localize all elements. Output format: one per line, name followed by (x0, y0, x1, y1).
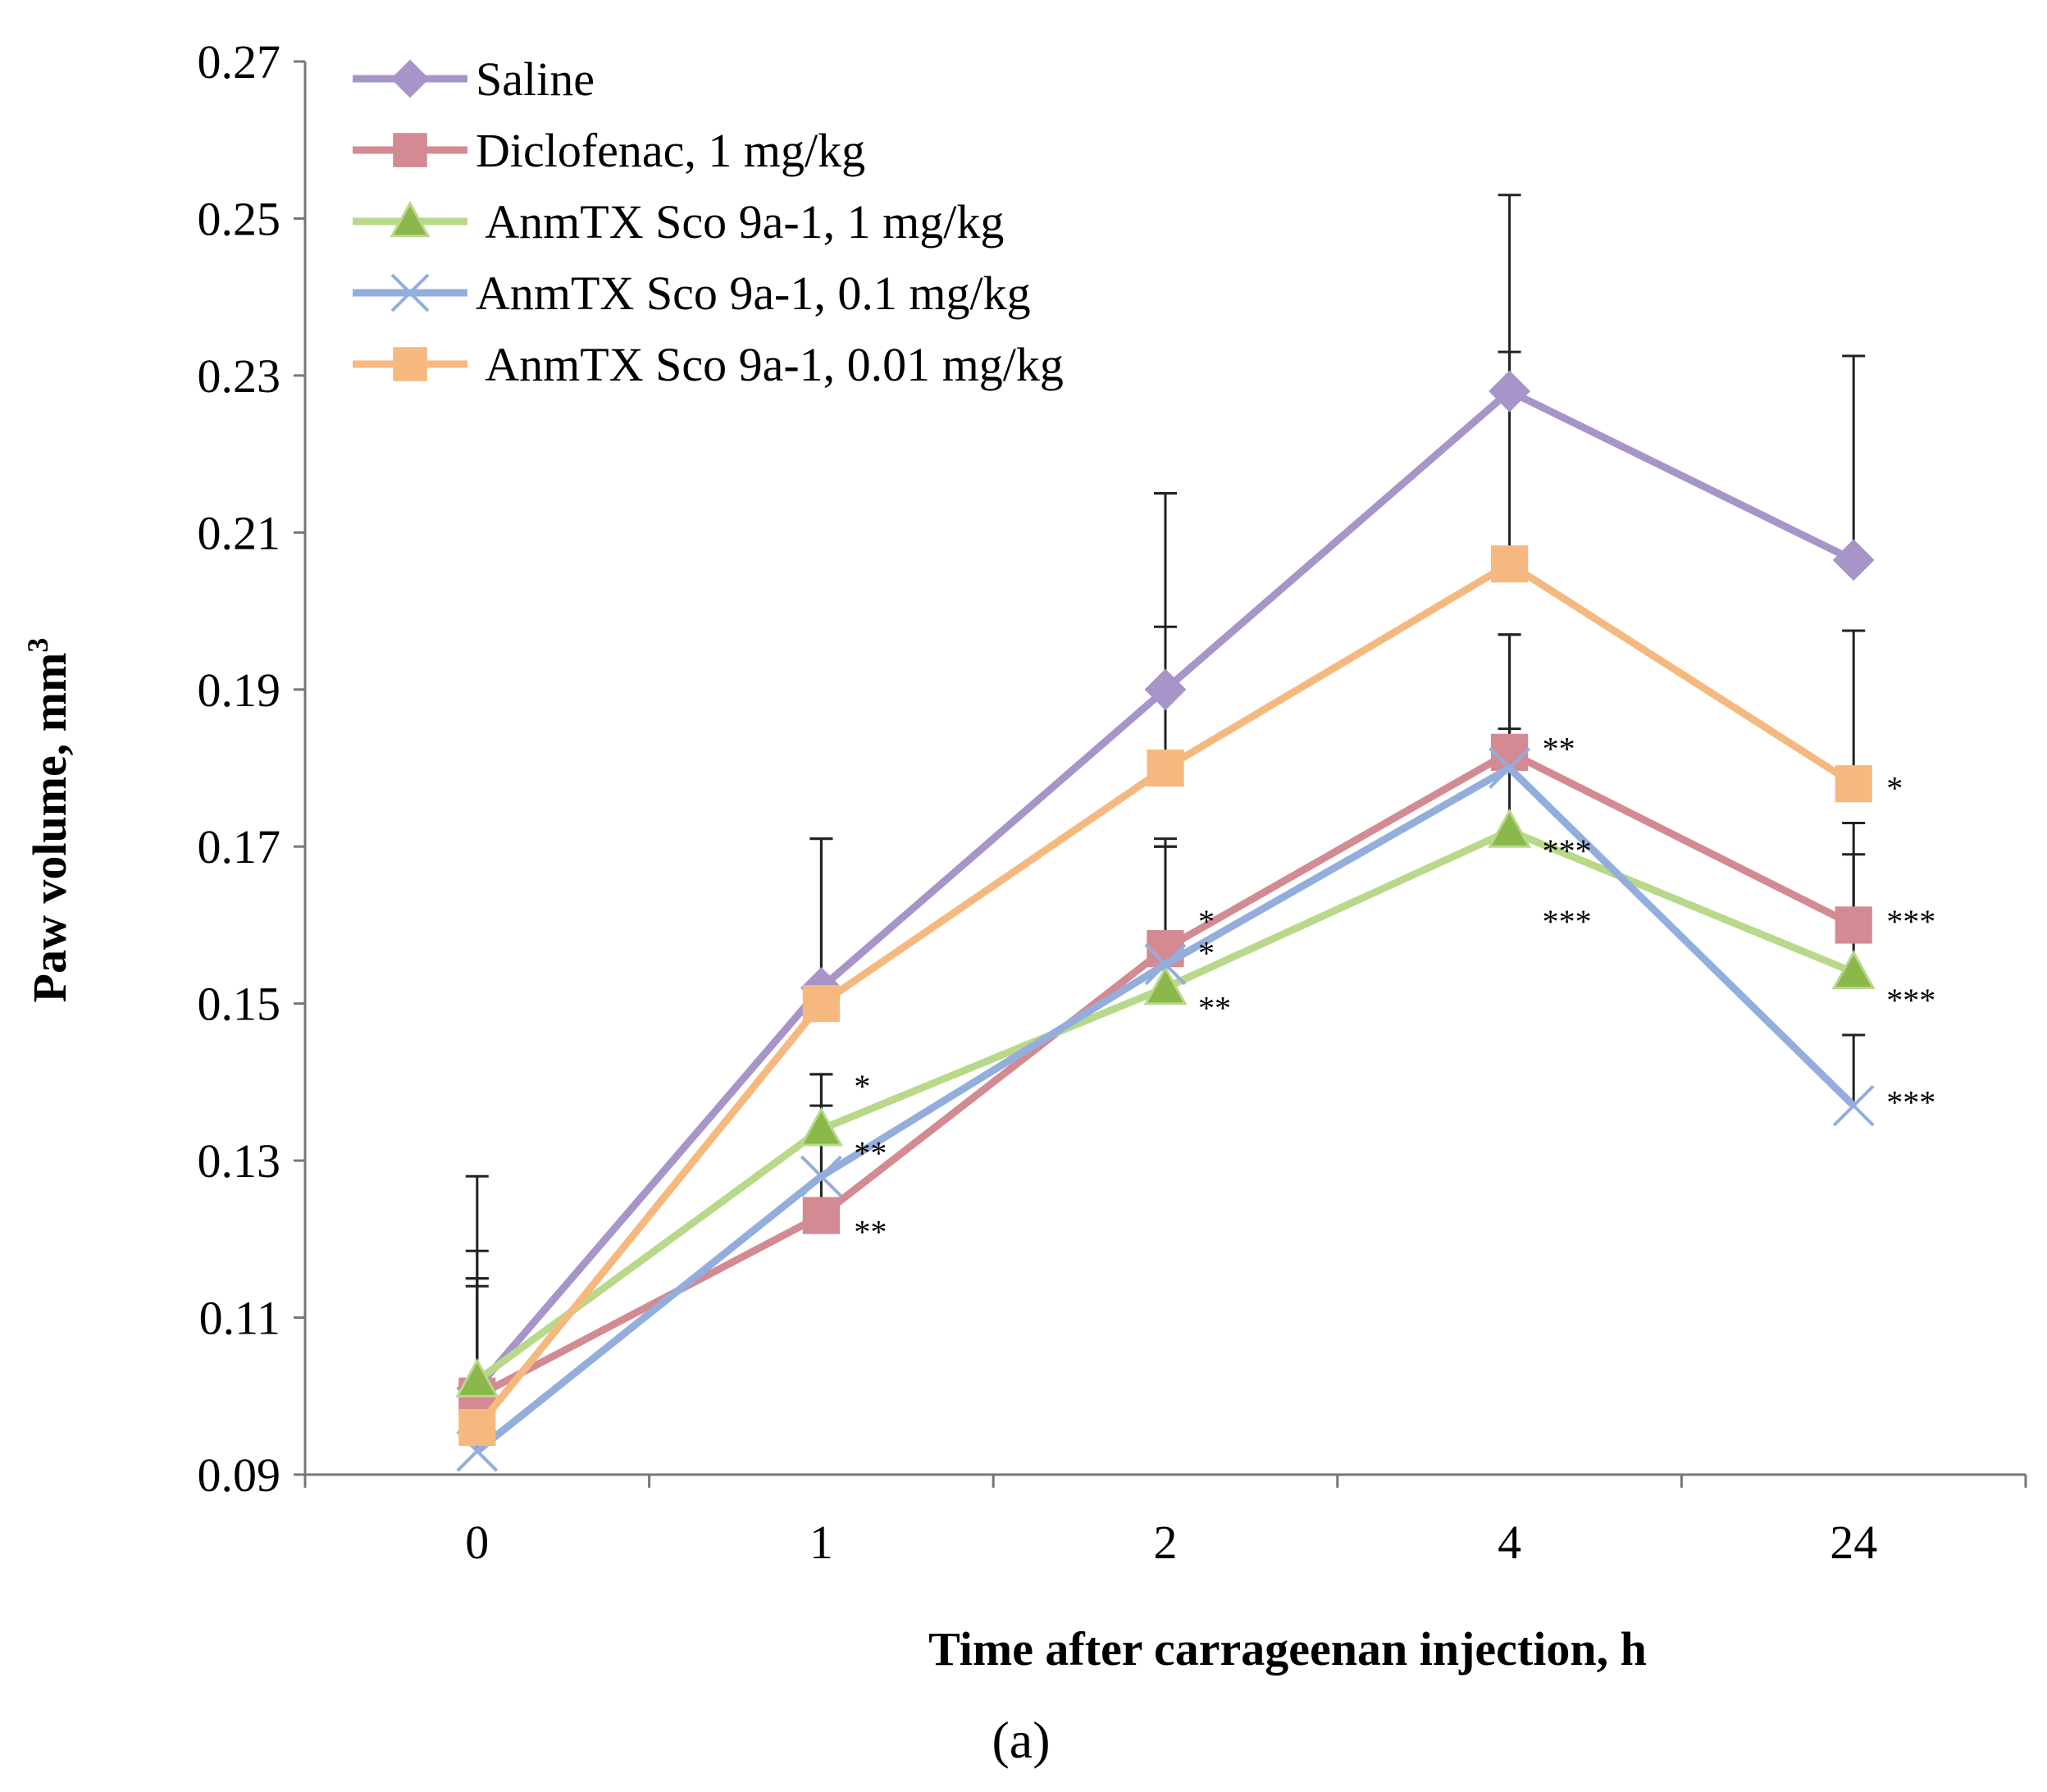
significance-label: ** (854, 1213, 887, 1250)
legend-item: Saline (353, 52, 595, 106)
legend-item: AnmTX Sco 9a-1, 0.1 mg/kg (353, 267, 1031, 320)
panel-label: (a) (992, 1711, 1050, 1769)
x-marker-stroke (800, 1155, 842, 1197)
data-point (1489, 370, 1531, 413)
significance-label: * (854, 1068, 870, 1105)
data-point (1491, 733, 1529, 771)
data-point (1491, 545, 1529, 583)
legend-item: AnmTX Sco 9a-1, 1 mg/kg (353, 195, 1004, 249)
significance-label: *** (1543, 832, 1592, 869)
series-lines (455, 370, 1876, 1472)
legend-label: Diclofenac, 1 mg/kg (476, 124, 865, 177)
significance-label: ** (854, 1135, 887, 1172)
data-point (1144, 668, 1187, 711)
data-point (1144, 943, 1187, 986)
data-point (1832, 1084, 1875, 1127)
significance-label: *** (1543, 903, 1592, 940)
legend-item: AnmTX Sco 9a-1, 0.01 mg/kg (353, 338, 1064, 391)
y-tick-label: 0.25 (198, 192, 281, 245)
y-tick-label: 0.17 (198, 820, 281, 873)
x-tick-label: 1 (809, 1516, 833, 1569)
significance-label: ** (1543, 731, 1575, 768)
y-axis-title-text: Paw volume, mm (23, 653, 76, 1003)
data-point (1489, 747, 1531, 789)
significance-label: ** (1198, 989, 1231, 1026)
legend-label: AnmTX Sco 9a-1, 0.01 mg/kg (476, 338, 1064, 391)
data-point (1835, 765, 1872, 803)
data-point (799, 1106, 843, 1147)
data-point (458, 1408, 496, 1447)
y-tick-label: 0.11 (199, 1292, 280, 1345)
data-point (802, 1197, 840, 1234)
axes: 0.09 0.11 0.13 0.15 0.17 0.19 0.21 0.23 0.25 0.27… (198, 35, 2027, 1569)
y-axis-title: Paw volume, mm3 (21, 638, 76, 1003)
x-tick-label: 4 (1498, 1516, 1521, 1569)
legend-item: Diclofenac, 1 mg/kg (353, 124, 865, 177)
legend: Saline Diclofenac, 1 mg/kg AnmTX Sco 9a-1… (353, 52, 1064, 391)
significance-label: *** (1886, 1083, 1935, 1120)
legend-marker (393, 133, 427, 167)
y-tick-label: 0.13 (198, 1134, 281, 1188)
x-marker-stroke (1832, 1084, 1875, 1127)
x-marker-stroke (1489, 747, 1531, 789)
legend-label: Saline (476, 52, 595, 106)
x-marker-stroke (1144, 943, 1187, 986)
x-tick-label: 2 (1154, 1516, 1178, 1569)
significance-label: * (1886, 769, 1903, 806)
data-point (1488, 808, 1532, 848)
legend-marker (390, 273, 430, 312)
x-tick-label: 24 (1830, 1516, 1877, 1569)
x-marker-stroke (390, 273, 430, 312)
significance-label: *** (1886, 903, 1935, 940)
data-point (1832, 539, 1875, 581)
series-group (458, 733, 1872, 1415)
legend-label: AnmTX Sco 9a-1, 0.1 mg/kg (476, 267, 1031, 320)
data-point (1831, 950, 1876, 990)
legend-marker (390, 200, 431, 238)
y-tick-label: 0.21 (198, 506, 281, 559)
data-point (800, 1155, 842, 1197)
y-axis-title-superscript: 3 (21, 638, 54, 653)
legend-label: AnmTX Sco 9a-1, 1 mg/kg (476, 195, 1004, 249)
y-tick-label: 0.15 (198, 978, 281, 1031)
data-point (455, 1358, 499, 1398)
series-group (456, 747, 1875, 1472)
y-tick-label: 0.23 (198, 349, 281, 403)
significance-annotations: *************************** (854, 731, 1935, 1251)
x-tick-label: 0 (465, 1516, 489, 1569)
x-axis-title: Time after carrageenan injection, h (928, 1622, 1647, 1676)
y-tick-label: 0.19 (198, 663, 281, 717)
significance-label: *** (1886, 982, 1935, 1019)
y-tick-label: 0.09 (198, 1448, 281, 1502)
series-group (458, 545, 1872, 1447)
data-point (1147, 749, 1184, 787)
y-tick-label: 0.27 (198, 35, 281, 89)
data-point (1143, 965, 1188, 1005)
significance-label: * (1198, 934, 1215, 971)
data-point (802, 985, 840, 1023)
legend-marker (390, 59, 430, 98)
significance-label: * (1198, 903, 1215, 940)
legend-marker (393, 347, 427, 381)
data-point (1835, 906, 1872, 944)
